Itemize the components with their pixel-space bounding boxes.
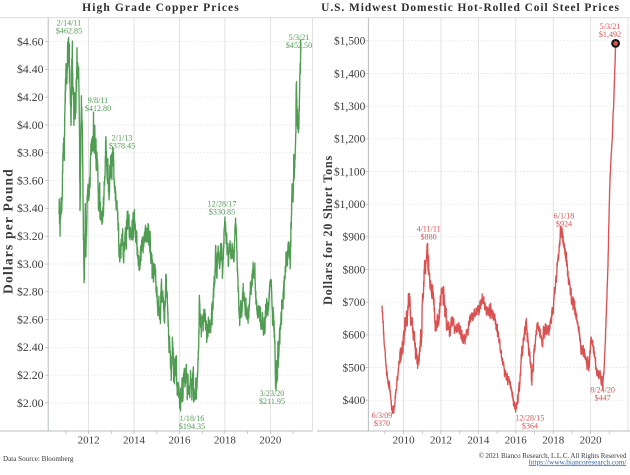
svg-text:U.S. Midwest Domestic Hot-Roll: U.S. Midwest Domestic Hot-Rolled Coil St…: [321, 2, 620, 14]
svg-text:2018: 2018: [214, 435, 237, 447]
svg-text:$500: $500: [343, 362, 366, 374]
svg-text:$600: $600: [343, 330, 366, 342]
svg-text:2012: 2012: [78, 435, 100, 447]
svg-text:5/3/21: 5/3/21: [600, 22, 621, 31]
svg-text:1/18/16: 1/18/16: [180, 414, 205, 423]
svg-text:$211.95: $211.95: [259, 397, 285, 406]
svg-text:$900: $900: [343, 232, 366, 244]
svg-text:$364: $364: [522, 422, 538, 431]
svg-text:$1,100: $1,100: [334, 166, 366, 178]
svg-text:$1,500: $1,500: [334, 36, 366, 48]
svg-text:$700: $700: [343, 297, 366, 309]
svg-text:$3.60: $3.60: [17, 173, 44, 187]
svg-text:$2.20: $2.20: [17, 368, 44, 382]
svg-text:$3.00: $3.00: [17, 257, 44, 271]
svg-text:© 2021 Bianco Research, L.L.C.: © 2021 Bianco Research, L.L.C. All Right…: [479, 453, 627, 460]
svg-text:12/28/15: 12/28/15: [516, 414, 545, 423]
svg-text:2016: 2016: [505, 435, 528, 447]
svg-text:2018: 2018: [542, 435, 565, 447]
svg-text:2016: 2016: [169, 435, 192, 447]
svg-text:$2.80: $2.80: [17, 285, 44, 299]
svg-text:Dollars for 20 Short Tons: Dollars for 20 Short Tons: [321, 155, 335, 305]
svg-text:$2.60: $2.60: [17, 312, 44, 326]
svg-text:$3.40: $3.40: [17, 201, 44, 215]
svg-text:$1,492: $1,492: [599, 30, 621, 39]
svg-text:$452.50: $452.50: [286, 41, 312, 50]
svg-text:$924: $924: [556, 220, 572, 229]
svg-text:$4.20: $4.20: [17, 90, 44, 104]
svg-text:https://www.biancoresearch.com: https://www.biancoresearch.com/: [529, 457, 628, 466]
svg-text:$800: $800: [343, 264, 366, 276]
svg-text:Data Source: Bloomberg: Data Source: Bloomberg: [3, 455, 74, 463]
svg-text:12/28/17: 12/28/17: [208, 200, 237, 209]
svg-text:8/24/20: 8/24/20: [590, 386, 615, 395]
svg-text:$4.00: $4.00: [17, 118, 44, 132]
svg-text:9/8/11: 9/8/11: [88, 96, 108, 105]
svg-text:$378.45: $378.45: [109, 142, 135, 151]
svg-text:2014: 2014: [123, 435, 146, 447]
svg-text:2014: 2014: [467, 435, 490, 447]
svg-text:$1,200: $1,200: [334, 134, 366, 146]
svg-text:$462.85: $462.85: [56, 27, 82, 36]
svg-text:$1,300: $1,300: [334, 101, 366, 113]
svg-text:$1,400: $1,400: [334, 68, 366, 80]
svg-text:6/1/18: 6/1/18: [554, 212, 575, 221]
svg-text:$4.60: $4.60: [17, 34, 44, 48]
svg-text:High Grade Copper Prices: High Grade Copper Prices: [82, 2, 240, 14]
svg-text:$370: $370: [374, 419, 390, 428]
svg-text:2012: 2012: [430, 435, 452, 447]
svg-text:$3.20: $3.20: [17, 229, 44, 243]
svg-text:$2.40: $2.40: [17, 340, 44, 354]
svg-text:2020: 2020: [259, 435, 282, 447]
svg-text:$880: $880: [421, 233, 437, 242]
svg-text:$400: $400: [343, 395, 366, 407]
svg-text:2010: 2010: [393, 435, 416, 447]
svg-text:$1,000: $1,000: [334, 199, 366, 211]
svg-text:2020: 2020: [580, 435, 603, 447]
svg-text:$330.85: $330.85: [209, 208, 235, 217]
svg-text:2/1/13: 2/1/13: [112, 134, 133, 143]
svg-text:$194.35: $194.35: [179, 422, 205, 431]
svg-text:$3.80: $3.80: [17, 146, 44, 160]
svg-text:2/14/11: 2/14/11: [57, 19, 81, 28]
svg-text:4/11/11: 4/11/11: [417, 225, 441, 234]
svg-text:5/3/21: 5/3/21: [289, 33, 310, 42]
svg-text:$412.80: $412.80: [85, 104, 111, 113]
svg-text:Dollars per Pound: Dollars per Pound: [1, 168, 16, 294]
svg-text:$2.00: $2.00: [17, 396, 44, 410]
svg-text:6/3/09: 6/3/09: [372, 411, 393, 420]
svg-text:$4.40: $4.40: [17, 62, 44, 76]
svg-text:3/23/20: 3/23/20: [260, 389, 285, 398]
svg-text:$447: $447: [595, 394, 611, 403]
